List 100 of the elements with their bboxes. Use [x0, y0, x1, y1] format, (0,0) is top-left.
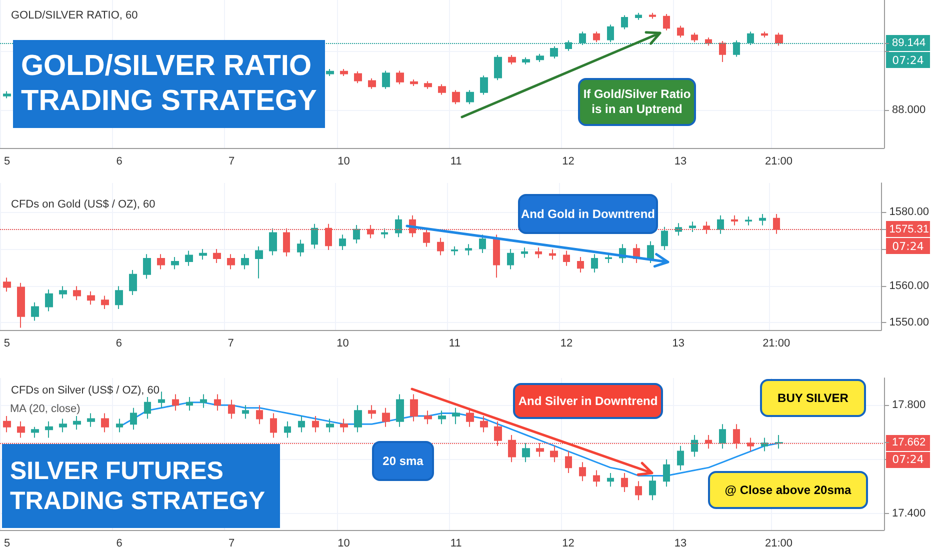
x-tick-label: 6: [116, 156, 122, 168]
candlestick: [424, 410, 432, 425]
candlestick: [480, 416, 488, 433]
candlestick: [242, 404, 249, 420]
candlestick: [73, 286, 81, 301]
x-tick-label: 6: [116, 338, 122, 350]
candlestick: [143, 254, 151, 280]
candlestick: [677, 445, 684, 471]
candlestick: [269, 228, 277, 256]
annotation: GOLD/SILVER RATIO TRADING STRATEGY: [13, 40, 325, 128]
candlestick: [87, 412, 95, 428]
candlestick: [185, 250, 193, 266]
x-tick-label: 12: [562, 156, 574, 168]
candlestick: [452, 90, 460, 105]
x-tick-label: 12: [562, 538, 574, 550]
candlestick: [298, 416, 305, 433]
candlestick: [396, 70, 404, 85]
candlestick: [593, 470, 600, 488]
candlestick: [214, 394, 221, 412]
y-tick-label: 17.662: [892, 436, 926, 449]
candlestick: [465, 244, 472, 256]
candlestick: [521, 246, 528, 258]
candlestick: [761, 31, 768, 38]
candlestick: [675, 222, 682, 236]
candlestick: [172, 394, 179, 412]
candlestick: [59, 418, 67, 433]
candlestick: [550, 445, 558, 463]
candlestick: [186, 396, 193, 412]
x-tick-label: 11: [450, 538, 462, 550]
candlestick: [228, 399, 235, 420]
candlestick: [691, 32, 698, 43]
candlestick: [101, 295, 109, 310]
candlestick: [297, 239, 304, 257]
x-tick-label: 11: [450, 156, 462, 168]
candlestick: [635, 12, 642, 20]
candlestick: [550, 46, 558, 59]
x-tick-label: 21:00: [762, 338, 790, 350]
candlestick: [410, 394, 418, 422]
candlestick: [353, 224, 360, 244]
candlestick: [522, 56, 530, 65]
x-tick-label: 21:00: [764, 538, 793, 550]
candlestick: [424, 80, 432, 90]
candlestick: [507, 248, 514, 270]
candlestick: [3, 416, 11, 433]
candlestick: [256, 404, 263, 425]
candlestick: [171, 256, 179, 270]
candlestick: [775, 32, 783, 46]
candlestick: [382, 70, 390, 90]
candlestick: [311, 223, 318, 250]
candlestick: [535, 246, 542, 259]
y-tick-label: 1575.31: [889, 223, 930, 236]
x-tick-label: 5: [4, 338, 10, 350]
candlestick: [605, 254, 612, 264]
candlestick: [73, 416, 81, 430]
x-tick-label: 7: [228, 156, 235, 168]
y-tick-label: 1560.00: [889, 280, 930, 292]
x-tick-label: 12: [560, 338, 573, 350]
candlestick: [284, 420, 291, 438]
candlestick: [451, 246, 458, 256]
x-tick-label: 11: [448, 338, 460, 350]
candlestick: [255, 246, 263, 279]
y-tick-label: 17.400: [892, 508, 926, 520]
candlestick: [213, 248, 221, 264]
candlestick: [508, 54, 516, 65]
candlestick: [621, 472, 628, 492]
candlestick: [115, 286, 123, 310]
candlestick: [677, 25, 684, 38]
candlestick: [101, 412, 109, 433]
y-tick-label: 1580.00: [889, 206, 930, 218]
candlestick: [635, 480, 642, 501]
candlestick: [410, 79, 418, 86]
candlestick: [423, 228, 430, 248]
candlestick: [719, 424, 726, 450]
candlestick: [354, 404, 362, 433]
candlestick: [549, 248, 556, 260]
candlestick: [17, 282, 25, 328]
candlestick: [775, 434, 783, 450]
candlestick: [437, 237, 444, 256]
annotation: SILVER FUTURES TRADING STRATEGY: [2, 444, 280, 528]
x-tick-label: 13: [674, 538, 687, 550]
x-tick-label: 13: [672, 338, 685, 350]
candlestick: [438, 410, 446, 425]
candlestick: [395, 214, 402, 238]
x-tick-label: 21:00: [764, 156, 793, 168]
candlestick: [241, 254, 249, 270]
candlestick: [621, 14, 628, 30]
text: 07:24: [886, 452, 930, 468]
annotation: And Gold in Downtrend: [518, 194, 658, 234]
candlestick: [536, 53, 544, 63]
candlestick: [130, 407, 137, 430]
candlestick: [339, 234, 346, 251]
annotation: If Gold/Silver Ratio is in an Uptrend: [578, 78, 696, 126]
candlestick: [565, 450, 572, 474]
candlestick: [494, 54, 502, 81]
candlestick: [227, 254, 235, 270]
y-tick-label: 88.000: [892, 104, 926, 116]
x-tick-label: 5: [4, 156, 10, 168]
candlestick: [452, 407, 460, 425]
candlestick: [479, 234, 486, 254]
y-tick-label: 17.800: [892, 399, 926, 412]
